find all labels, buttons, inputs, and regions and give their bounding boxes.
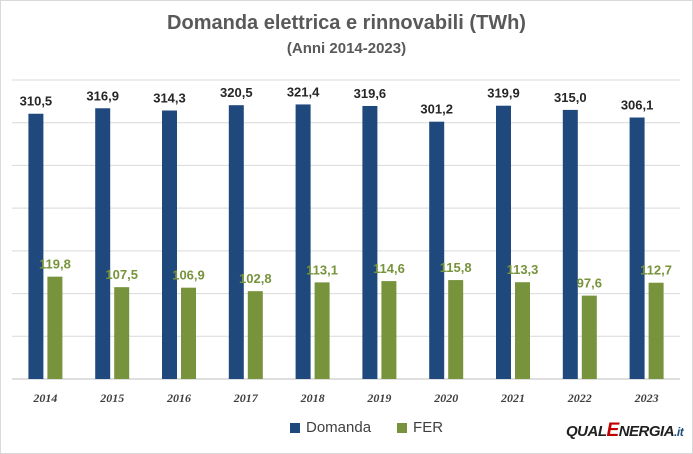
data-label-domanda-2016: 314,3: [153, 90, 186, 105]
bar-fer-2017: [247, 291, 263, 379]
bar-domanda-2014: [28, 113, 44, 379]
bar-fer-2021: [515, 282, 530, 379]
data-label-fer-2020: 115,8: [440, 260, 472, 275]
x-tick-label-2019: 2019: [366, 391, 391, 405]
x-tick-label-2015: 2015: [99, 391, 124, 405]
data-label-domanda-2015: 316,9: [86, 88, 119, 103]
data-label-domanda-2021: 319,9: [487, 86, 520, 101]
bar-domanda-2019: [362, 105, 378, 380]
bar-fer-2019: [381, 281, 397, 379]
bar-fer-2023: [648, 282, 664, 379]
x-tick-label-2020: 2020: [433, 391, 458, 405]
data-label-fer-2014: 119,8: [39, 257, 71, 272]
bar-fer-2018: [314, 282, 330, 379]
data-label-fer-2016: 106,9: [172, 268, 205, 283]
bar-fer-2016: [181, 287, 196, 379]
data-label-fer-2019: 114,6: [373, 261, 405, 276]
data-label-fer-2022: 97,6: [577, 276, 602, 291]
data-label-domanda-2020: 301,2: [420, 102, 453, 117]
bar-domanda-2020: [429, 121, 445, 379]
data-label-fer-2017: 102,8: [239, 271, 272, 286]
data-label-domanda-2022: 315,0: [554, 90, 587, 105]
legend-swatch-domanda: [290, 422, 300, 433]
legend-swatch-fer: [397, 422, 408, 433]
bar-domanda-2023: [629, 117, 645, 379]
data-label-fer-2023: 112,7: [640, 263, 672, 278]
bar-domanda-2021: [496, 105, 511, 380]
bar-domanda-2022: [562, 109, 578, 380]
data-label-fer-2018: 113,1: [306, 262, 338, 277]
data-label-domanda-2023: 306,1: [621, 98, 654, 113]
bar-fer-2015: [114, 287, 130, 379]
bar-domanda-2017: [228, 105, 244, 380]
bar-domanda-2018: [295, 104, 311, 380]
x-tick-label-2023: 2023: [634, 391, 659, 405]
x-tick-label-2021: 2021: [500, 391, 525, 405]
data-label-domanda-2019: 319,6: [354, 86, 387, 101]
legend-label-fer: FER: [413, 419, 444, 436]
qualenergia-logo: QUALENERGIA.it: [566, 420, 684, 441]
data-label-domanda-2018: 321,4: [287, 84, 320, 99]
chart-subtitle: (Anni 2014-2023): [286, 40, 407, 57]
data-label-domanda-2014: 310,5: [20, 94, 53, 109]
x-tick-label-2014: 2014: [32, 391, 57, 405]
chart-title: Domanda elettrica e rinnovabili (TWh): [167, 12, 526, 34]
bar-fer-2014: [47, 276, 63, 379]
data-label-fer-2021: 113,3: [507, 262, 539, 277]
x-tick-label-2016: 2016: [166, 391, 191, 405]
x-tick-label-2017: 2017: [233, 391, 259, 405]
bar-fer-2020: [448, 280, 464, 379]
bar-domanda-2016: [162, 110, 177, 380]
data-label-domanda-2017: 320,5: [220, 85, 253, 100]
data-label-fer-2015: 107,5: [105, 267, 138, 282]
legend-label-domanda: Domanda: [306, 419, 372, 436]
x-tick-label-2018: 2018: [300, 391, 325, 405]
x-tick-label-2022: 2022: [567, 391, 592, 405]
bar-fer-2022: [581, 295, 597, 379]
legend: Domanda FER: [290, 419, 443, 436]
bar-domanda-2015: [95, 108, 111, 379]
